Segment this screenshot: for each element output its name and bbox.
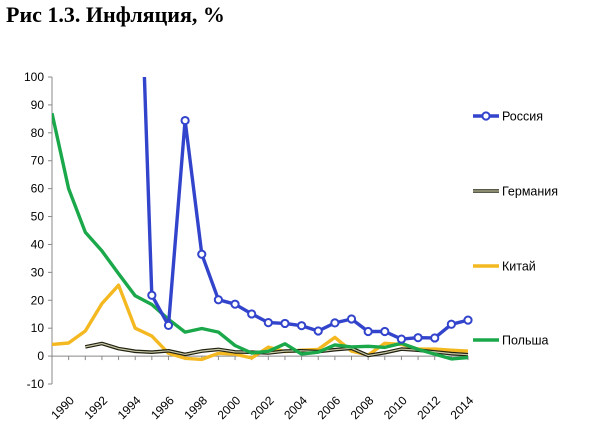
series-0-point — [463, 315, 473, 325]
series-0-point — [313, 326, 323, 336]
series-0-line — [142, 77, 469, 341]
series-0-point — [197, 249, 207, 259]
x-tick-label: 2004 — [281, 393, 310, 422]
y-tick-label: 20 — [31, 293, 45, 307]
x-tick-label: 2000 — [215, 393, 244, 422]
x-tick-label: 2010 — [381, 393, 410, 422]
y-tick-label: 30 — [31, 265, 45, 279]
series-0-point — [297, 321, 307, 331]
legend-marker-0 — [481, 111, 491, 121]
legend-label-2: Китай — [502, 260, 536, 274]
legend-label-1: Германия — [502, 185, 558, 199]
y-tick-label: 100 — [24, 70, 44, 84]
series-0-point — [346, 314, 357, 324]
series-0-point — [263, 318, 273, 328]
series-0-point — [330, 318, 340, 328]
series-0-point — [396, 334, 407, 344]
y-tick-label: 50 — [31, 210, 45, 224]
series-0-point — [180, 115, 190, 126]
y-tick-label: 70 — [31, 154, 45, 168]
figure-title: Рис 1.3. Инфляция, % — [6, 2, 225, 27]
series-3-line — [52, 112, 469, 361]
series-0-point — [213, 295, 223, 305]
series-0-point — [430, 333, 440, 343]
x-tick-label: 1996 — [148, 393, 177, 422]
x-tick-label: 2014 — [448, 393, 477, 422]
chart-legend: Россия Германия Китай Польша — [473, 110, 558, 348]
series-0-point — [380, 326, 390, 337]
series-0-point — [413, 333, 423, 343]
series-0-point — [363, 326, 373, 337]
x-tick-label: 2012 — [414, 393, 443, 422]
y-tick-label: -10 — [27, 377, 45, 391]
legend-label-0: Россия — [502, 110, 543, 124]
x-tick-label: 2008 — [348, 393, 377, 422]
series-0-point — [280, 318, 290, 329]
chart-series — [52, 77, 473, 362]
y-tick-label: 90 — [31, 98, 45, 112]
y-tick-label: 60 — [31, 182, 45, 196]
y-tick-label: 0 — [37, 349, 44, 363]
y-tick-label: 40 — [31, 237, 45, 251]
series-0-point — [230, 299, 240, 309]
x-tick-label: 1994 — [115, 393, 144, 422]
series-1-line — [85, 342, 469, 357]
y-tick-label: 80 — [31, 126, 45, 140]
x-tick-label: 2002 — [248, 393, 277, 422]
series-0-point — [446, 319, 456, 329]
x-tick-label: 1990 — [48, 393, 77, 422]
x-tick-label: 2006 — [314, 393, 343, 422]
legend-label-3: Польша — [502, 334, 548, 348]
series-0-point — [247, 309, 257, 319]
series-0-point — [147, 290, 157, 300]
y-tick-label: 10 — [31, 321, 45, 335]
x-tick-label: 1998 — [181, 393, 210, 422]
series-0-point — [163, 320, 174, 330]
x-tick-label: 1992 — [82, 393, 111, 422]
